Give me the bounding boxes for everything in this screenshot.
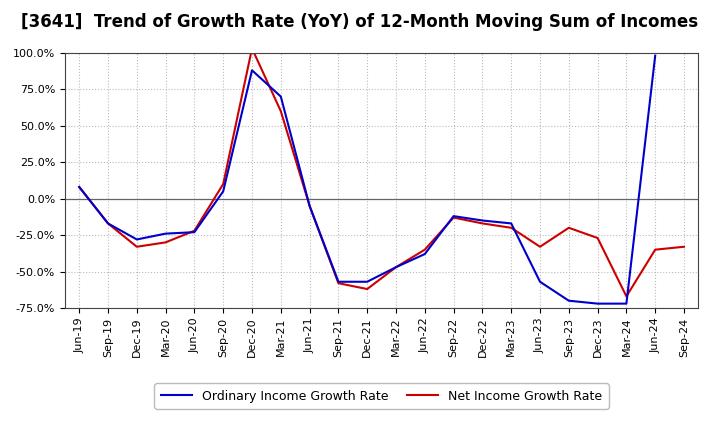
Ordinary Income Growth Rate <box>363 279 372 284</box>
Line: Ordinary Income Growth Rate: Ordinary Income Growth Rate <box>79 56 655 304</box>
Net Income Growth Rate <box>75 184 84 190</box>
Ordinary Income Growth Rate <box>276 94 285 99</box>
Net Income Growth Rate <box>276 109 285 114</box>
Net Income Growth Rate <box>622 293 631 299</box>
Net Income Growth Rate <box>334 281 343 286</box>
Ordinary Income Growth Rate <box>593 301 602 306</box>
Net Income Growth Rate <box>104 221 112 226</box>
Ordinary Income Growth Rate <box>536 279 544 284</box>
Net Income Growth Rate <box>564 225 573 231</box>
Ordinary Income Growth Rate <box>334 279 343 284</box>
Net Income Growth Rate <box>478 221 487 226</box>
Line: Net Income Growth Rate: Net Income Growth Rate <box>79 48 684 296</box>
Net Income Growth Rate <box>392 264 400 270</box>
Ordinary Income Growth Rate <box>449 213 458 219</box>
Ordinary Income Growth Rate <box>75 184 84 190</box>
Ordinary Income Growth Rate <box>104 221 112 226</box>
Net Income Growth Rate <box>190 228 199 233</box>
Net Income Growth Rate <box>680 244 688 249</box>
Ordinary Income Growth Rate <box>219 189 228 194</box>
Net Income Growth Rate <box>132 244 141 249</box>
Ordinary Income Growth Rate <box>161 231 170 236</box>
Ordinary Income Growth Rate <box>190 230 199 235</box>
Ordinary Income Growth Rate <box>305 203 314 209</box>
Ordinary Income Growth Rate <box>420 251 429 257</box>
Net Income Growth Rate <box>507 225 516 231</box>
Net Income Growth Rate <box>219 181 228 187</box>
Net Income Growth Rate <box>420 247 429 252</box>
Net Income Growth Rate <box>536 244 544 249</box>
Legend: Ordinary Income Growth Rate, Net Income Growth Rate: Ordinary Income Growth Rate, Net Income … <box>154 383 609 409</box>
Net Income Growth Rate <box>363 286 372 292</box>
Ordinary Income Growth Rate <box>564 298 573 303</box>
Net Income Growth Rate <box>593 235 602 241</box>
Ordinary Income Growth Rate <box>392 264 400 270</box>
Net Income Growth Rate <box>449 215 458 220</box>
Net Income Growth Rate <box>651 247 660 252</box>
Net Income Growth Rate <box>248 46 256 51</box>
Ordinary Income Growth Rate <box>651 53 660 59</box>
Ordinary Income Growth Rate <box>507 221 516 226</box>
Ordinary Income Growth Rate <box>248 68 256 73</box>
Ordinary Income Growth Rate <box>478 218 487 223</box>
Ordinary Income Growth Rate <box>622 301 631 306</box>
Net Income Growth Rate <box>305 203 314 209</box>
Ordinary Income Growth Rate <box>132 237 141 242</box>
Text: [3641]  Trend of Growth Rate (YoY) of 12-Month Moving Sum of Incomes: [3641] Trend of Growth Rate (YoY) of 12-… <box>22 13 698 31</box>
Net Income Growth Rate <box>161 240 170 245</box>
